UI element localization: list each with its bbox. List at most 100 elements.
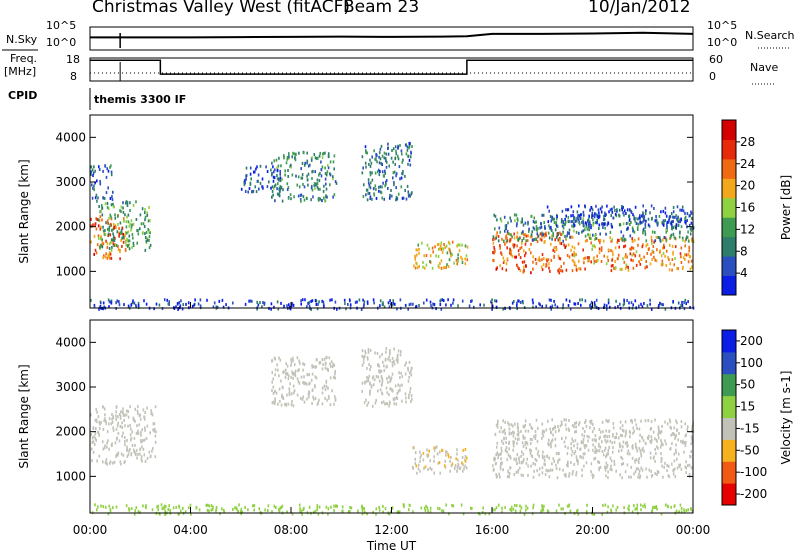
velocity-cell (585, 444, 588, 448)
velocity-cell (377, 363, 380, 367)
power-cell (300, 176, 303, 180)
velocity-cell (247, 508, 249, 512)
power-cell (619, 223, 622, 227)
power-cell (112, 242, 115, 246)
velocity-cell (622, 445, 624, 449)
velocity-cell (150, 412, 153, 416)
velocity-cell (470, 506, 472, 510)
velocity-cell (278, 356, 280, 360)
power-cell (139, 227, 141, 231)
power-cell (119, 209, 121, 213)
power-cell (402, 158, 404, 162)
power-cell (266, 185, 269, 189)
power-cell (254, 185, 257, 189)
power-cell (127, 220, 130, 224)
power-cell (94, 222, 97, 226)
power-cell (344, 302, 346, 306)
power-cell (105, 252, 107, 256)
power-cell (95, 193, 98, 197)
power-cell (599, 232, 601, 236)
power-cell (98, 205, 100, 208)
power-cell (662, 251, 665, 255)
velocity-cell (124, 424, 126, 428)
velocity-cell (621, 428, 624, 432)
velocity-cell (595, 439, 597, 443)
velocity-cell (565, 474, 567, 478)
velocity-cell (602, 503, 604, 507)
power-cell (640, 257, 642, 261)
power-cell (580, 303, 582, 307)
power-cell (385, 179, 388, 182)
velocity-cell (575, 455, 578, 459)
power-cell (266, 170, 269, 173)
velocity-cell (618, 442, 621, 446)
power-cell (684, 253, 686, 257)
power-cell (617, 238, 619, 242)
power-cell (418, 247, 420, 251)
velocity-cell (121, 434, 123, 438)
velocity-cell (634, 470, 637, 474)
velocity-cell (630, 419, 633, 423)
power-cell (320, 168, 323, 172)
power-cell (437, 255, 440, 258)
power-cell (634, 254, 637, 258)
velocity-cell (638, 457, 640, 461)
velocity-cell (690, 508, 692, 512)
power-cell (649, 298, 651, 302)
power-cell (314, 299, 317, 303)
power-cell (450, 303, 452, 307)
power-cell (388, 164, 390, 168)
velocity-cell (115, 414, 117, 418)
velocity-cell (624, 420, 627, 424)
power-cell (380, 191, 383, 195)
power-cell (497, 239, 500, 243)
velocity-cell (129, 424, 131, 427)
power-cell (114, 225, 116, 229)
power-cell (686, 219, 688, 222)
velocity-cell (272, 391, 275, 395)
power-cell (525, 264, 527, 268)
power-cell (584, 221, 587, 225)
velocity-cell (642, 446, 644, 450)
power-cell (588, 214, 590, 218)
power-cell (678, 235, 681, 239)
velocity-cell (594, 434, 597, 438)
power-cell (553, 250, 556, 253)
velocity-cell (630, 419, 632, 423)
power-cell (663, 236, 666, 239)
velocity-cell (606, 466, 608, 470)
power-cell (562, 226, 565, 230)
power-cell (548, 224, 550, 228)
power-cell (306, 159, 309, 163)
velocity-cell (427, 453, 430, 457)
power-cell (144, 232, 146, 236)
velocity-colorbar-label: -15 (740, 421, 760, 435)
power-cell (541, 213, 543, 217)
power-cell (630, 301, 633, 305)
velocity-cell (508, 447, 510, 451)
power-cell (385, 152, 388, 156)
power-cell (95, 251, 98, 255)
power-cell (422, 261, 424, 264)
power-cell (690, 221, 693, 225)
power-cell (295, 174, 297, 178)
velocity-cell (276, 363, 278, 367)
y-axis-label: Slant Range [km] (17, 159, 31, 263)
velocity-cell (110, 422, 113, 426)
velocity-cell (115, 453, 118, 456)
velocity-cell (314, 365, 317, 369)
power-cell (110, 173, 113, 177)
velocity-cell (649, 439, 651, 443)
velocity-cell (502, 468, 504, 472)
velocity-cell (591, 438, 594, 442)
velocity-cell (240, 510, 242, 514)
power-cell (319, 197, 322, 201)
velocity-cell (554, 426, 556, 430)
velocity-cell (388, 512, 391, 516)
power-cell (558, 271, 561, 275)
velocity-cell (317, 401, 319, 405)
velocity-cell (462, 463, 464, 467)
velocity-colorbar-segment (722, 373, 736, 397)
velocity-cell (584, 421, 586, 424)
velocity-cell (586, 503, 588, 507)
